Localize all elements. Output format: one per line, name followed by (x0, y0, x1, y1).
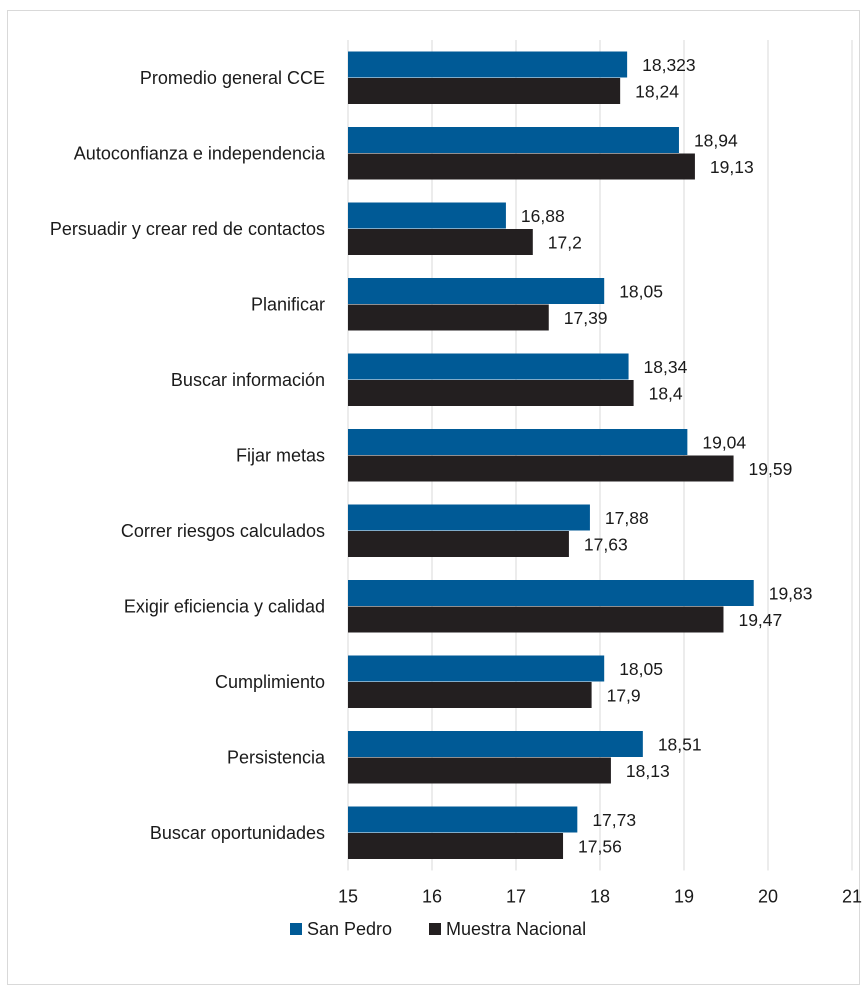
bar-muestra-nacional (348, 455, 734, 482)
category-label: Planificar (251, 295, 325, 315)
category-label: Promedio general CCE (140, 68, 325, 88)
category-label: Exigir eficiencia y calidad (124, 597, 325, 617)
data-label: 17,73 (592, 810, 636, 830)
bar-san-pedro (348, 731, 643, 757)
x-tick-label: 20 (758, 887, 778, 907)
legend-swatch-muestra-nacional (429, 923, 441, 935)
bar-san-pedro (348, 353, 629, 380)
bar-muestra-nacional (348, 757, 611, 784)
data-label: 18,323 (642, 55, 696, 75)
legend-swatch-san-pedro (290, 923, 302, 935)
bar-san-pedro (348, 429, 688, 455)
data-label: 19,13 (710, 157, 754, 177)
data-label: 18,94 (694, 130, 738, 150)
data-label: 16,88 (521, 206, 565, 226)
bar-san-pedro (348, 202, 506, 229)
category-label: Correr riesgos calculados (121, 521, 325, 541)
data-label: 19,59 (749, 459, 793, 479)
data-label: 19,04 (702, 432, 746, 452)
bar-san-pedro (348, 806, 578, 833)
data-label: 17,2 (548, 232, 582, 252)
bar-san-pedro (348, 504, 590, 531)
bar-muestra-nacional (348, 833, 564, 859)
legend-label-san-pedro: San Pedro (307, 919, 392, 939)
bar-muestra-nacional (348, 153, 695, 180)
x-tick-label: 15 (338, 887, 358, 907)
category-labels: Promedio general CCE Autoconfianza e inde… (50, 68, 326, 843)
data-label: 17,88 (605, 508, 649, 528)
x-tick-label: 16 (422, 887, 442, 907)
bar-muestra-nacional (348, 380, 634, 406)
category-label: Autoconfianza e independencia (74, 144, 326, 164)
value-labels: 18,323 18,24 18,94 19,13 16,88 17,2 18,05 17,39… (521, 55, 813, 857)
data-label: 18,51 (658, 734, 702, 754)
bar-muestra-nacional (348, 531, 569, 557)
category-label: Cumplimiento (215, 672, 325, 692)
category-label: Buscar información (171, 370, 325, 390)
bar-muestra-nacional (348, 682, 592, 708)
x-tick-label: 18 (590, 887, 610, 907)
data-label: 17,9 (607, 685, 641, 705)
data-label: 18,13 (626, 761, 670, 781)
data-label: 18,24 (635, 81, 679, 101)
x-tick-label: 21 (842, 887, 862, 907)
data-label: 18,05 (619, 281, 663, 301)
legend-label-muestra-nacional: Muestra Nacional (446, 919, 586, 939)
data-label: 19,83 (769, 583, 813, 603)
x-tick-label: 19 (674, 887, 694, 907)
data-label: 18,05 (619, 659, 663, 679)
legend: San Pedro Muestra Nacional (290, 919, 586, 939)
x-tick-labels: 15 16 17 18 19 20 21 (338, 887, 862, 907)
bar-san-pedro (348, 278, 605, 304)
category-label: Persuadir y crear red de contactos (50, 219, 325, 239)
category-label: Fijar metas (236, 446, 325, 466)
bar-muestra-nacional (348, 304, 549, 331)
bar-san-pedro (348, 655, 605, 682)
bar-san-pedro (348, 51, 628, 78)
bar-muestra-nacional (348, 229, 533, 255)
bar-san-pedro (348, 127, 679, 153)
data-label: 18,34 (644, 357, 688, 377)
category-label: Buscar oportunidades (150, 823, 325, 843)
bar-muestra-nacional (348, 78, 621, 104)
bar-muestra-nacional (348, 606, 724, 633)
data-label: 17,63 (584, 534, 628, 554)
bar-san-pedro (348, 580, 754, 606)
bars (348, 51, 754, 859)
x-tick-label: 17 (506, 887, 526, 907)
data-label: 17,56 (578, 836, 622, 856)
data-label: 18,4 (649, 383, 683, 403)
data-label: 19,47 (738, 610, 782, 630)
category-label: Persistencia (227, 748, 326, 768)
data-label: 17,39 (564, 308, 608, 328)
